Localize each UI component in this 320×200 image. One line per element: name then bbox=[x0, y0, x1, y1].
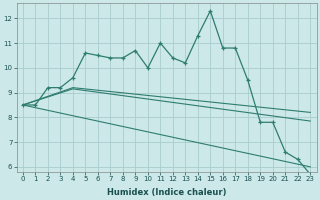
X-axis label: Humidex (Indice chaleur): Humidex (Indice chaleur) bbox=[107, 188, 226, 197]
